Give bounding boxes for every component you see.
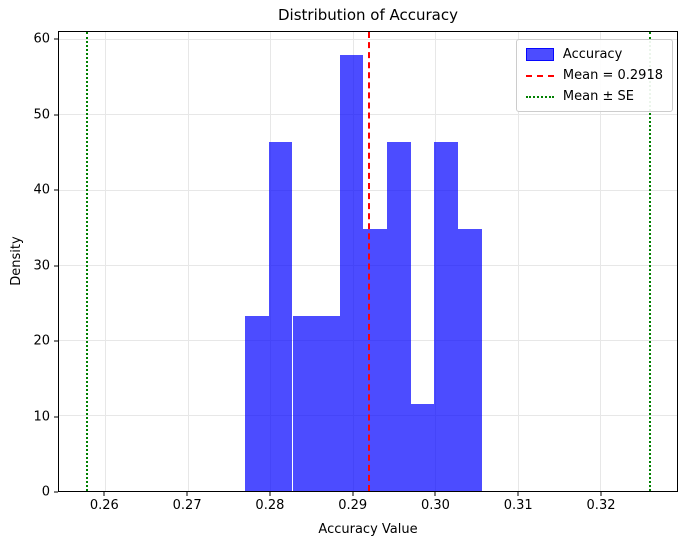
y-tick-mark	[54, 189, 58, 191]
y-tick-label: 10	[33, 409, 50, 425]
y-tick-mark	[54, 38, 58, 40]
x-tick-label: 0.28	[255, 498, 285, 513]
y-tick-mark	[54, 265, 58, 267]
x-tick-mark	[269, 492, 271, 496]
y-tick-label: 30	[33, 258, 50, 274]
x-tick-label: 0.31	[503, 498, 533, 513]
y-tick-mark	[54, 114, 58, 116]
x-tick-label: 0.26	[89, 498, 119, 513]
y-tick-marks	[54, 31, 58, 493]
y-tick-mark	[54, 340, 58, 342]
x-tick-label: 0.27	[172, 498, 202, 513]
legend-item-se: Mean ± SE	[525, 89, 663, 104]
x-tick-labels: 0.26 0.27 0.28 0.29 0.30 0.31 0.32	[58, 498, 678, 513]
x-gridline	[600, 32, 602, 491]
histogram-bar	[245, 315, 270, 491]
legend-item-mean: Mean = 0.2918	[525, 68, 663, 83]
y-tick-label: 40	[33, 182, 50, 198]
chart-title: Distribution of Accuracy	[278, 6, 458, 24]
y-tick-label: 60	[33, 31, 50, 47]
y-tick-labels: 0 10 20 30 40 50 60	[0, 31, 50, 499]
histogram-bar	[269, 141, 293, 491]
x-tick-mark	[352, 492, 354, 496]
x-gridline	[187, 32, 189, 491]
se-line	[86, 32, 89, 491]
y-tick-mark	[54, 416, 58, 418]
x-axis-label: Accuracy Value	[318, 522, 418, 537]
x-gridline	[105, 32, 107, 491]
x-tick-mark	[103, 492, 105, 496]
y-tick-mark	[54, 491, 58, 493]
histogram-bar	[434, 141, 459, 491]
histogram-bar	[387, 141, 412, 491]
x-gridline	[517, 32, 519, 491]
legend-swatch-accuracy-patch	[525, 48, 554, 61]
histogram-bar	[340, 54, 364, 491]
x-tick-label: 0.32	[586, 498, 616, 513]
y-tick-label: 0	[41, 484, 50, 500]
legend-label-accuracy: Accuracy	[562, 47, 623, 62]
histogram-bar	[411, 403, 435, 491]
x-tick-mark	[600, 492, 602, 496]
legend: Accuracy Mean = 0.2918 Mean ± SE	[515, 39, 673, 112]
y-axis-label: Density	[9, 236, 24, 286]
se-line	[648, 32, 651, 491]
x-tick-label: 0.29	[338, 498, 368, 513]
plot-area: Accuracy Mean = 0.2918 Mean ± SE	[58, 31, 678, 492]
histogram-bar	[316, 315, 341, 491]
y-tick-label: 20	[33, 333, 50, 349]
mean-line	[367, 32, 370, 491]
y-tick-label: 50	[33, 107, 50, 123]
legend-label-mean: Mean = 0.2918	[562, 68, 663, 83]
legend-label-se: Mean ± SE	[562, 89, 634, 104]
x-tick-label: 0.30	[420, 498, 450, 513]
legend-swatch-se-dotted-line	[525, 95, 554, 98]
histogram-bar	[292, 315, 317, 491]
x-tick-mark	[434, 492, 436, 496]
x-tick-mark	[517, 492, 519, 496]
legend-swatch-mean-dashed-line	[525, 74, 554, 77]
histogram-bar	[458, 228, 483, 491]
x-tick-mark	[186, 492, 188, 496]
legend-item-accuracy: Accuracy	[525, 47, 663, 62]
x-tick-marks	[58, 492, 678, 496]
